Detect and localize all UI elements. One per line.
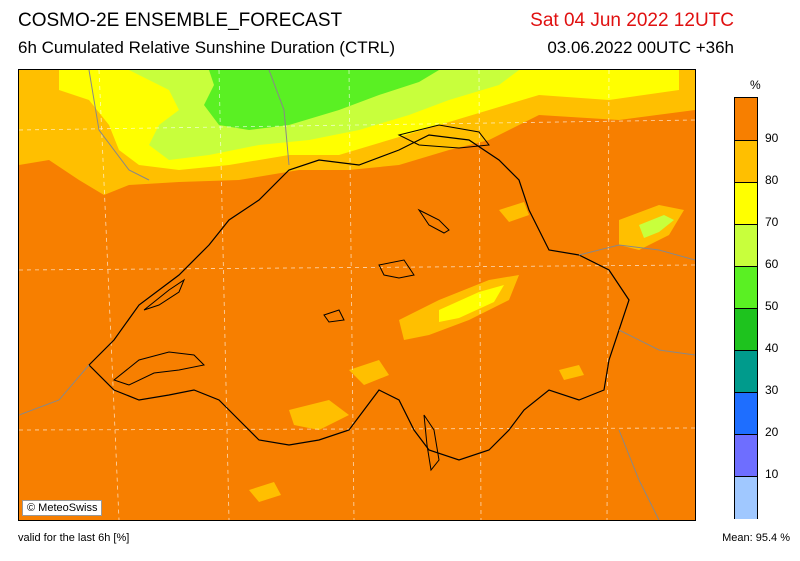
run-info: 03.06.2022 00UTC +36h xyxy=(547,38,734,57)
lake-lucerne xyxy=(378,259,415,279)
forecast-map xyxy=(18,69,696,521)
alpine-patch-4 xyxy=(639,215,674,238)
alpine-patch-5 xyxy=(289,400,349,430)
color-bar-segment xyxy=(735,476,757,519)
color-bar-segment xyxy=(735,182,757,225)
color-bar-label: 40 xyxy=(765,341,779,355)
lake-thun xyxy=(323,309,345,323)
color-bar-label: 60 xyxy=(765,257,779,271)
country-border xyxy=(88,134,630,461)
color-bar-segment xyxy=(735,350,757,393)
color-bar-label: 30 xyxy=(765,383,779,397)
alpine-patch-8 xyxy=(499,202,529,222)
alpine-patch-9 xyxy=(559,365,584,380)
color-bar-segment xyxy=(735,266,757,309)
lake-neuchatel xyxy=(143,278,186,311)
lake-constance xyxy=(397,124,490,149)
alpine-patch-2 xyxy=(439,285,504,322)
north-green-area xyxy=(204,70,439,130)
color-bar-segment xyxy=(735,98,757,140)
color-bar-segment xyxy=(735,224,757,267)
validity-note: valid for the last 6h [%] xyxy=(18,532,130,544)
color-bar-label: 10 xyxy=(765,467,779,481)
lake-maggiore xyxy=(423,414,440,472)
valid-date: Sat 04 Jun 2022 12UTC xyxy=(530,10,734,31)
color-bar-segment xyxy=(735,434,757,477)
lake-zurich xyxy=(417,208,450,234)
lat-lon-grid xyxy=(19,70,695,520)
mean-value: Mean: 95.4 % xyxy=(722,532,790,544)
legend-unit: % xyxy=(750,78,761,92)
neighbour-borders xyxy=(19,70,695,520)
color-bar xyxy=(734,97,758,519)
alpine-patch-7 xyxy=(249,482,281,502)
color-bar-label: 80 xyxy=(765,173,779,187)
chart-subtitle: 6h Cumulated Relative Sunshine Duration … xyxy=(18,38,396,57)
color-bar-segment xyxy=(735,392,757,435)
color-bar-label: 90 xyxy=(765,131,779,145)
chart-title: COSMO-2E ENSEMBLE_FORECAST xyxy=(18,10,343,31)
alpine-patch-6 xyxy=(349,360,389,385)
color-bar-label: 50 xyxy=(765,299,779,313)
credit-label: © MeteoSwiss xyxy=(22,500,103,516)
color-bar-label: 20 xyxy=(765,425,779,439)
color-bar-segment xyxy=(735,140,757,183)
color-bar-label: 70 xyxy=(765,215,779,229)
color-bar-segment xyxy=(735,308,757,351)
lake-geneva xyxy=(112,351,206,386)
